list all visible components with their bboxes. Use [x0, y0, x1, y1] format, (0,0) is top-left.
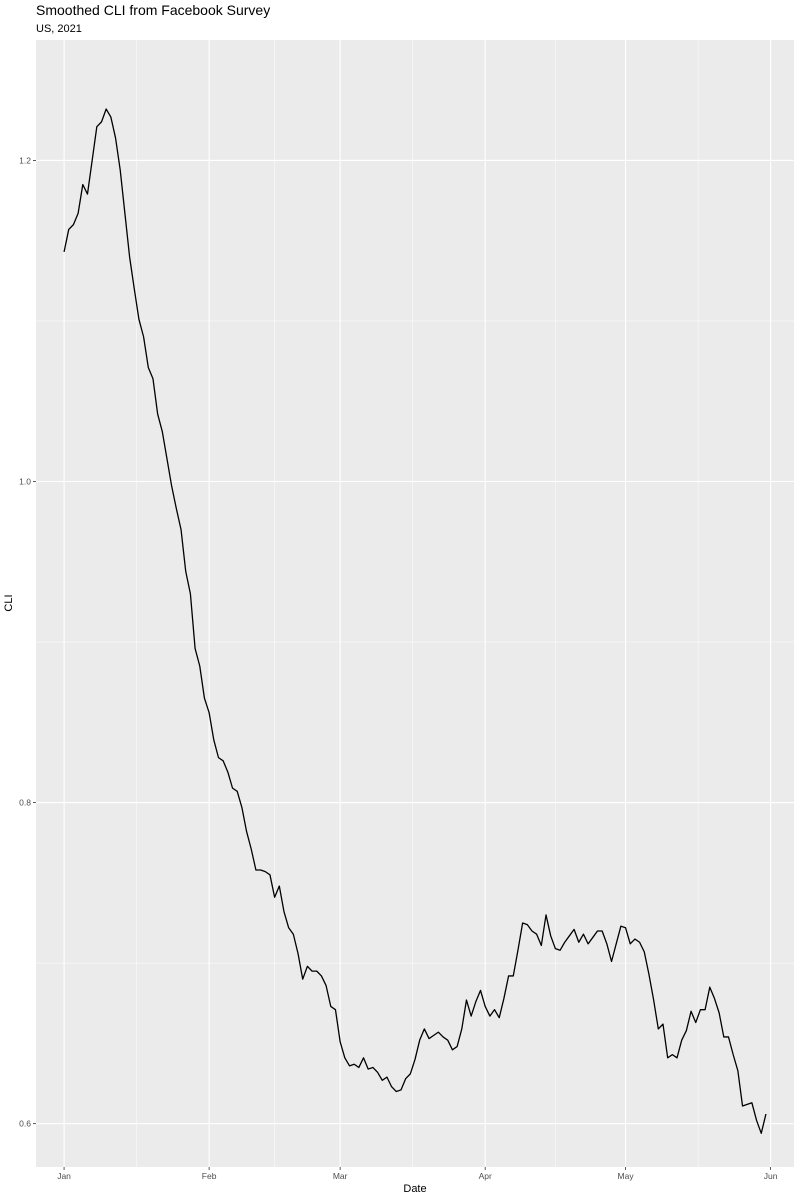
x-tick-label: Mar [333, 1171, 348, 1181]
y-axis-title: CLI [3, 594, 15, 611]
tick-layer: 0.6 0.8 1.0 1.2 Jan Feb Mar Apr May Jun [19, 155, 778, 1181]
y-tick-label: 0.8 [19, 798, 31, 808]
y-tick-label: 1.0 [19, 476, 31, 486]
y-tick-label: 0.6 [19, 1119, 31, 1129]
y-tick-label: 1.2 [19, 155, 31, 165]
series-line-cli [63, 108, 767, 1134]
x-tick-label: Apr [479, 1171, 492, 1181]
grid-layer [36, 40, 794, 1167]
plot-panel [36, 40, 794, 1167]
x-tick-label: Feb [202, 1171, 217, 1181]
chart-subtitle: US, 2021 [36, 23, 82, 35]
x-tick-label: May [618, 1171, 635, 1181]
x-axis-title: Date [403, 1183, 426, 1195]
chart-title: Smoothed CLI from Facebook Survey [36, 2, 270, 18]
x-tick-label: Jun [764, 1171, 778, 1181]
x-tick-label: Jan [57, 1171, 71, 1181]
